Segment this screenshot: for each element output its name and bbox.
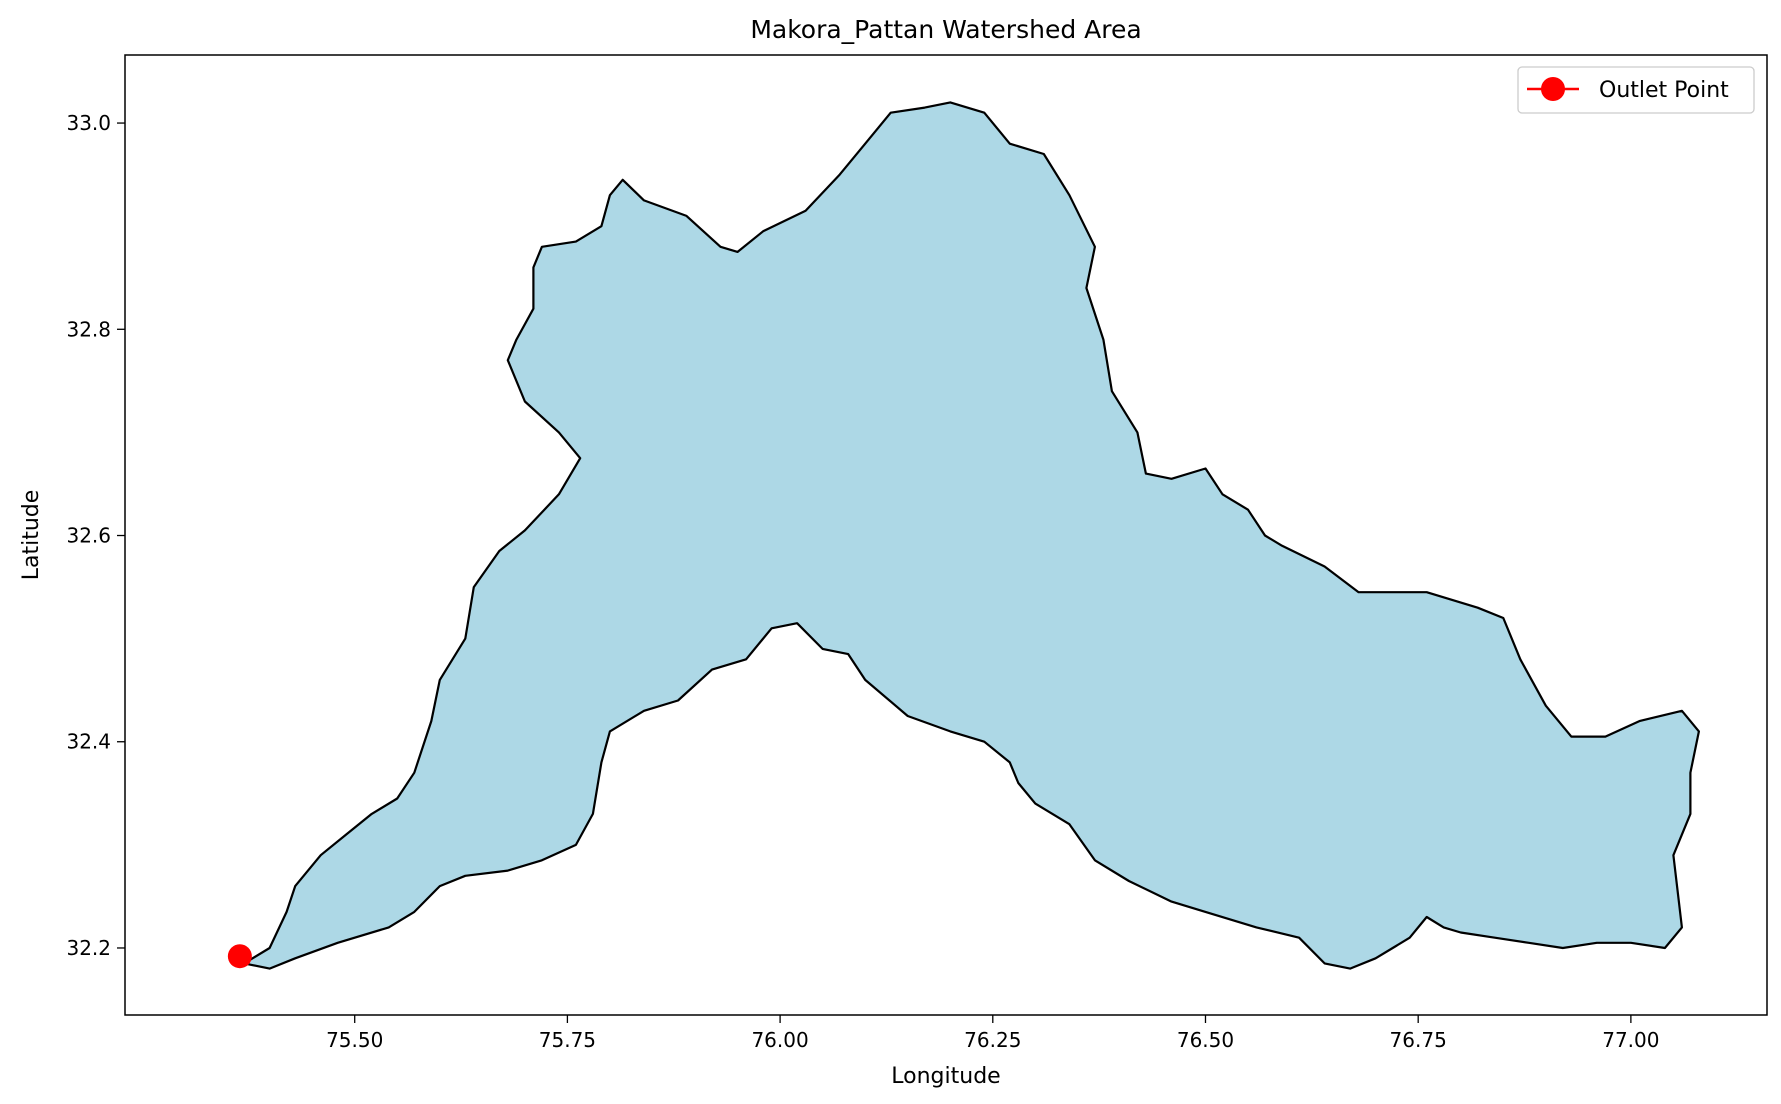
legend: Outlet Point: [1517, 66, 1755, 114]
x-tick-label: 77.00: [1602, 1028, 1659, 1052]
plot-area: [124, 54, 1768, 1016]
x-tick-label: 75.50: [326, 1028, 383, 1052]
outlet-point-marker: [227, 944, 252, 969]
x-axis-label: Longitude: [891, 1064, 1000, 1089]
y-axis-label: Latitude: [19, 490, 44, 581]
y-tick-label: 32.6: [66, 524, 111, 548]
y-axis-ticks: 32.2 32.4 32.6 32.8 33.0: [66, 111, 125, 960]
x-tick-label: 76.50: [1177, 1028, 1234, 1052]
legend-box: [1517, 66, 1755, 114]
chart-title: Makora_Pattan Watershed Area: [750, 15, 1141, 44]
x-tick-label: 76.00: [751, 1028, 808, 1052]
x-tick-label: 76.25: [964, 1028, 1021, 1052]
y-tick-label: 33.0: [66, 111, 111, 135]
y-tick-label: 32.8: [66, 317, 111, 341]
watershed-polygon: [243, 101, 1701, 970]
x-axis-ticks: 75.50 75.75 76.00 76.25 76.50 76.75 77.00: [326, 1015, 1660, 1052]
x-tick-label: 75.75: [539, 1028, 596, 1052]
y-tick-label: 32.2: [66, 936, 111, 960]
x-tick-label: 76.75: [1390, 1028, 1447, 1052]
y-tick-label: 32.4: [66, 730, 111, 754]
legend-outlet-label: Outlet Point: [1599, 78, 1729, 103]
legend-outlet-marker: [1541, 77, 1565, 101]
geo-layer: [227, 101, 1701, 970]
